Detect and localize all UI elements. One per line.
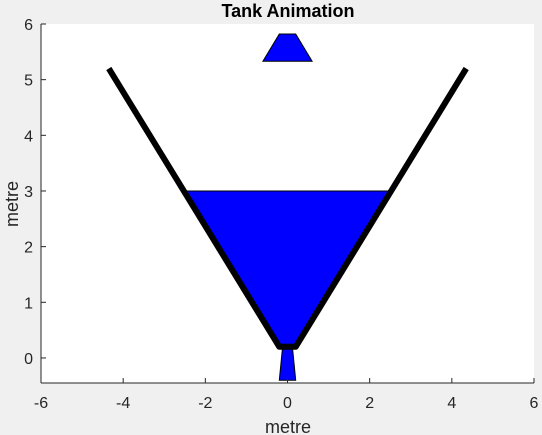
x-tick-label: 6 [530,395,539,412]
x-tick-label: -4 [116,395,130,412]
y-tick-label: 1 [24,295,33,312]
y-tick-label: 2 [24,240,33,257]
y-tick-label: 0 [24,351,33,368]
outflow-stream [278,346,297,381]
y-tick-label: 5 [24,73,33,90]
x-tick-label: 4 [447,395,456,412]
x-tick-label: 0 [283,395,292,412]
x-tick-label: -2 [198,395,212,412]
inflow-stream [262,33,313,62]
plot-area [106,33,469,381]
tank-wall [106,66,469,350]
chart-title: Tank Animation [221,1,354,21]
axis-ticks: -6 -4 -2 0 2 4 6 0 1 2 3 4 5 6 [24,17,538,412]
y-tick-label: 6 [24,17,33,34]
x-axis-label: metre [265,417,311,435]
x-tick-label: 2 [365,395,374,412]
y-tick-label: 4 [24,128,33,145]
y-tick-label: 3 [24,184,33,201]
y-axis-label: metre [2,181,22,227]
x-tick-label: -6 [34,395,48,412]
